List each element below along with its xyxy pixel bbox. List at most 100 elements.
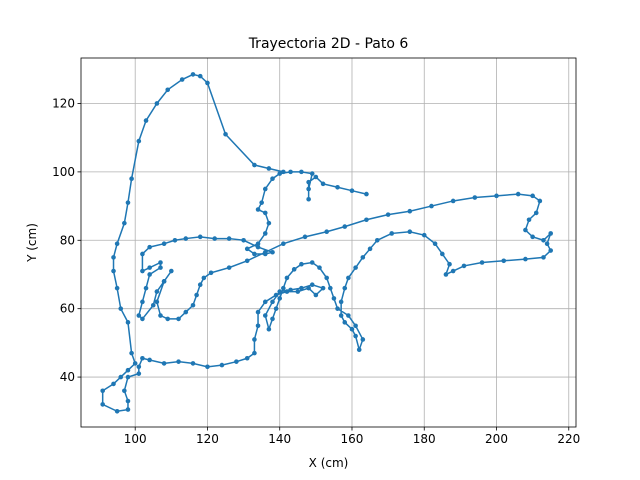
point <box>154 289 160 294</box>
point <box>172 237 178 243</box>
point <box>114 408 120 414</box>
point <box>335 184 340 190</box>
point <box>183 236 189 241</box>
point <box>266 220 272 226</box>
point <box>270 299 275 305</box>
point <box>306 196 311 202</box>
x-tick-label: 220 <box>557 432 580 446</box>
point <box>313 292 319 298</box>
point <box>295 289 301 294</box>
point <box>472 195 478 200</box>
point <box>429 203 434 209</box>
point <box>273 306 279 311</box>
point <box>255 323 261 329</box>
point <box>158 265 163 270</box>
point <box>136 138 142 144</box>
point <box>523 227 528 233</box>
point <box>533 210 539 216</box>
point <box>338 313 344 318</box>
point <box>183 309 189 315</box>
point <box>346 313 351 318</box>
point <box>140 251 145 257</box>
y-tick-label: 80 <box>60 233 75 247</box>
point <box>125 407 131 412</box>
point <box>176 359 181 364</box>
point <box>360 255 366 260</box>
point <box>122 388 127 394</box>
point <box>284 289 290 294</box>
point <box>140 299 145 305</box>
point <box>277 289 283 294</box>
point <box>324 229 329 235</box>
x-tick-label: 160 <box>341 432 364 446</box>
point <box>526 217 532 223</box>
point <box>342 320 348 325</box>
point <box>140 355 145 361</box>
point <box>179 77 185 82</box>
point <box>255 241 261 246</box>
point <box>201 275 207 281</box>
point <box>100 402 105 407</box>
point <box>277 296 283 301</box>
point <box>136 313 142 318</box>
point <box>541 255 546 260</box>
point <box>125 367 131 373</box>
x-tick-label: 100 <box>124 432 147 446</box>
point <box>244 355 250 361</box>
point <box>548 248 554 253</box>
point <box>266 326 272 332</box>
point <box>328 285 333 291</box>
point <box>226 236 232 241</box>
point <box>150 302 156 308</box>
point <box>273 292 279 298</box>
point <box>548 231 554 236</box>
point <box>147 265 152 270</box>
point <box>360 337 366 342</box>
point <box>291 267 297 272</box>
point <box>190 302 196 308</box>
point <box>342 285 348 291</box>
point <box>161 361 167 366</box>
point <box>349 326 355 332</box>
y-tick-label: 60 <box>60 302 75 316</box>
point <box>447 261 452 267</box>
point <box>165 316 171 322</box>
point <box>356 347 362 353</box>
point <box>299 261 304 267</box>
point <box>479 260 485 265</box>
point <box>432 241 438 246</box>
point <box>111 268 116 274</box>
point <box>111 255 116 260</box>
point <box>299 285 304 291</box>
point <box>262 231 268 236</box>
x-axis-label: X (cm) <box>309 456 349 470</box>
point <box>118 374 124 380</box>
point <box>309 282 315 288</box>
point <box>342 224 348 229</box>
point <box>537 198 543 204</box>
y-axis-label: Y (cm) <box>25 223 39 263</box>
point <box>270 316 275 322</box>
point <box>205 80 210 86</box>
point <box>288 169 293 175</box>
trajectory-line <box>101 73 552 413</box>
point <box>255 244 261 250</box>
point <box>281 169 286 175</box>
point <box>501 258 507 264</box>
point <box>320 181 326 187</box>
point <box>252 337 257 342</box>
point <box>461 263 467 269</box>
point <box>255 207 261 212</box>
point <box>190 361 196 366</box>
point <box>234 359 239 364</box>
point <box>244 246 250 252</box>
point <box>515 191 521 197</box>
point <box>450 268 456 274</box>
point <box>346 275 351 281</box>
point <box>270 176 275 182</box>
point <box>118 306 124 311</box>
point <box>197 234 203 240</box>
point <box>324 275 329 281</box>
point <box>129 350 134 356</box>
plot-frame <box>80 57 577 428</box>
